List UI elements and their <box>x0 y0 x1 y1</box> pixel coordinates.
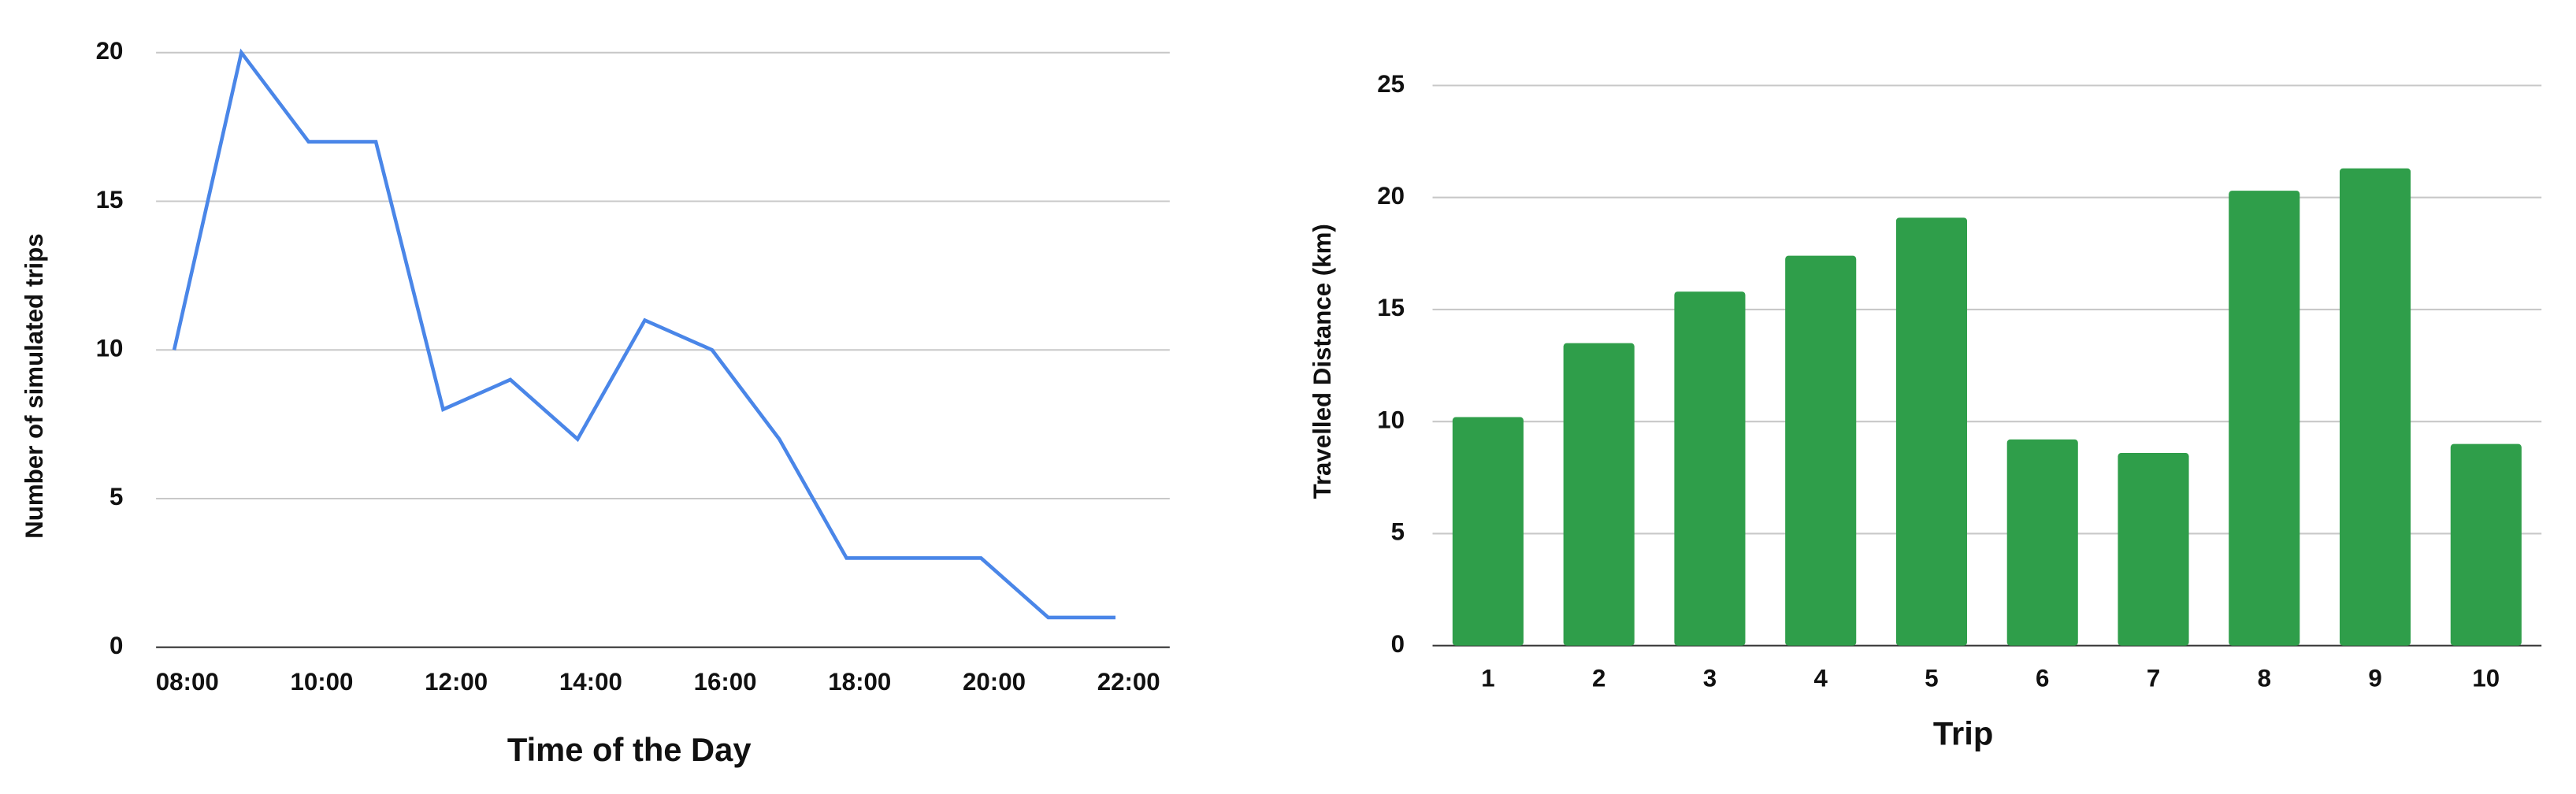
x-tick-label: 14:00 <box>559 668 622 696</box>
x-tick-label: 10 <box>2472 665 2500 692</box>
bar <box>2450 443 2522 646</box>
x-tick-label: 3 <box>1703 665 1717 692</box>
bar <box>1785 255 1857 646</box>
x-tick-label: 7 <box>2147 665 2160 692</box>
y-tick-label: 10 <box>1377 406 1405 433</box>
x-tick-label: 16:00 <box>694 668 757 696</box>
x-tick-label: 2 <box>1592 665 1605 692</box>
x-tick-label: 18:00 <box>828 668 891 696</box>
bar <box>1452 417 1524 646</box>
y-axis-title: Travelled Distance (km) <box>1308 224 1336 499</box>
bar <box>1563 343 1635 646</box>
y-tick-label: 20 <box>96 37 124 65</box>
x-tick-label: 22:00 <box>1097 668 1160 696</box>
y-tick-label: 0 <box>109 632 123 659</box>
y-tick-label: 20 <box>1377 182 1405 210</box>
x-tick-label: 20:00 <box>963 668 1026 696</box>
bar <box>2118 453 2189 646</box>
x-tick-label: 10:00 <box>290 668 353 696</box>
y-tick-label: 15 <box>96 186 124 213</box>
bar <box>1895 217 1968 646</box>
x-tick-label: 8 <box>2258 665 2271 692</box>
x-tick-label: 1 <box>1481 665 1494 692</box>
y-tick-label: 5 <box>109 483 123 510</box>
bar <box>2340 168 2411 646</box>
bar <box>1674 291 1746 646</box>
bar <box>2006 439 2078 646</box>
bar <box>2229 191 2300 646</box>
x-tick-label: 9 <box>2368 665 2381 692</box>
y-tick-label: 5 <box>1391 518 1405 546</box>
y-tick-label: 15 <box>1377 294 1405 321</box>
x-tick-label: 08:00 <box>156 668 219 696</box>
x-tick-label: 5 <box>1925 665 1938 692</box>
x-axis-title: Trip <box>1933 714 1993 751</box>
x-axis-title: Time of the Day <box>507 731 752 768</box>
y-tick-label: 10 <box>96 335 124 362</box>
x-tick-label: 4 <box>1814 665 1828 692</box>
y-tick-label: 25 <box>1377 70 1405 98</box>
y-axis-title: Number of simulated trips <box>20 233 48 538</box>
x-tick-label: 12:00 <box>425 668 488 696</box>
y-tick-label: 0 <box>1391 630 1405 658</box>
line <box>172 48 1116 620</box>
x-tick-label: 6 <box>2036 665 2049 692</box>
